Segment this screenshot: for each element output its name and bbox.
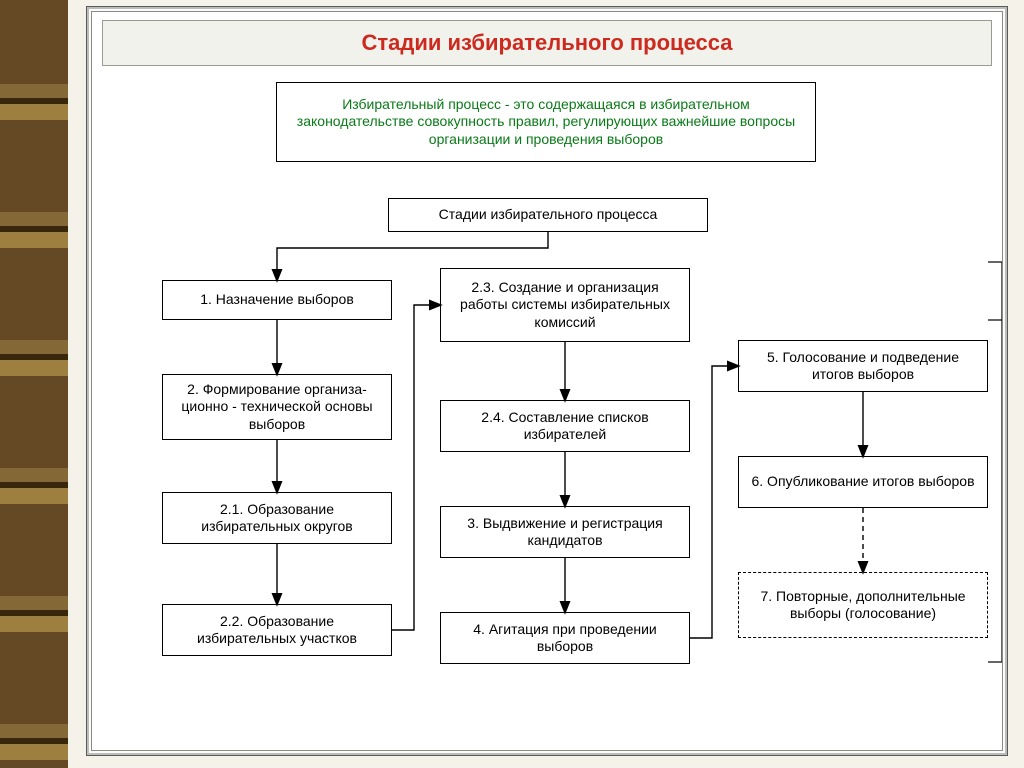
- box-b21: 2.1. Образование избирательных округов: [162, 492, 392, 544]
- box-definition: Избирательный процесс - это содержащаяся…: [276, 82, 816, 162]
- box-b1: 1. Назначение выборов: [162, 280, 392, 320]
- box-b23: 2.3. Создание и организация работы систе…: [440, 268, 690, 342]
- slide-inner: Стадии избирательного процесса Избирател…: [91, 11, 1003, 751]
- box-subheader: Стадии избирательного процесса: [388, 198, 708, 232]
- box-b24: 2.4. Составление списков избирателей: [440, 400, 690, 452]
- box-b22: 2.2. Образование избирательных участков: [162, 604, 392, 656]
- box-b3: 3. Выдвижение и регистрация кандидатов: [440, 506, 690, 558]
- slide-frame: Стадии избирательного процесса Избирател…: [86, 6, 1008, 756]
- box-b7: 7. Повторные, дополнительные выборы (гол…: [738, 572, 988, 638]
- title-bar: Стадии избирательного процесса: [102, 20, 992, 66]
- slide-ornament-strip: [0, 0, 68, 768]
- box-b6: 6. Опубликование итогов выборов: [738, 456, 988, 508]
- arrow-b4-to-b5: [690, 366, 738, 638]
- title-text: Стадии избирательного процесса: [362, 30, 733, 56]
- box-b2: 2. Формирование организа- ционно - техни…: [162, 374, 392, 440]
- arrow-b22-to-b23: [392, 305, 440, 630]
- box-b5: 5. Голосование и подведение итогов выбор…: [738, 340, 988, 392]
- box-b4: 4. Агитация при проведении выборов: [440, 612, 690, 664]
